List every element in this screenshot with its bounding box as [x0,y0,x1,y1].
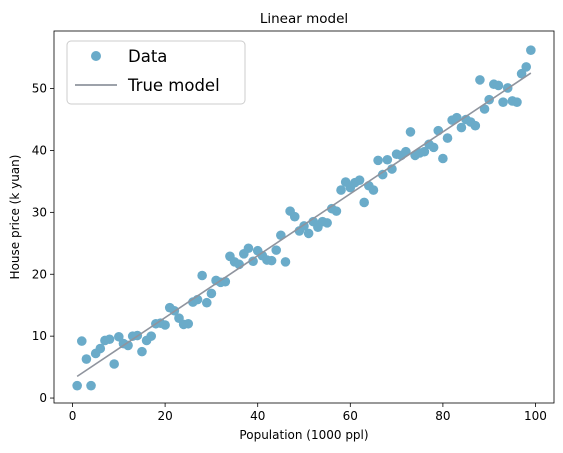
data-point [354,175,365,185]
data-point [521,62,532,72]
data-point [220,276,231,287]
data-point [405,127,416,137]
data-point [419,146,430,157]
legend-frame [66,40,246,105]
y-tick-label: 10 [32,329,47,343]
x-tick-label: 100 [524,409,547,423]
y-tick-label: 50 [32,82,47,96]
data-point [303,228,314,239]
data-point [201,297,212,308]
y-axis-label: House price (k yuan) [8,155,22,280]
data-point [95,343,106,354]
data-point [526,45,536,55]
data-point [76,336,87,346]
data-point [197,270,207,281]
x-tick-label: 20 [157,409,172,423]
data-point [280,257,291,267]
chart-title: Linear model [260,11,348,27]
x-tick-label: 80 [435,409,450,423]
axes-frame [53,30,555,404]
data-point [336,185,346,195]
data-point [475,75,485,85]
data-point [438,153,448,164]
data-point [456,122,467,133]
y-axis: 0 10 20 30 40 50 [32,82,54,405]
data-point [243,243,254,254]
model-line [76,72,532,378]
data-point [109,359,119,369]
x-axis-label: Population (1000 ppl) [239,428,368,442]
legend-label-model: True model [127,76,220,95]
data-point [206,288,217,299]
x-tick-label: 40 [250,409,265,423]
data-point [137,346,147,357]
data-point [104,334,115,345]
data-point [81,354,92,364]
y-tick-label: 0 [39,391,47,405]
y-tick-label: 30 [32,205,47,219]
data-point [377,169,388,180]
data-point [382,154,393,165]
data-point [512,97,522,107]
data-point [442,133,453,143]
data-point [516,68,527,79]
data-point [266,255,277,266]
data-point [433,125,444,136]
data-point [160,320,170,330]
data-point [493,80,504,91]
data-point [373,155,383,166]
data-point [72,380,82,391]
x-tick-label: 60 [343,409,358,423]
data-point [248,256,258,267]
data-point [322,218,332,228]
data-point [289,211,300,222]
data-point [470,120,481,131]
data-point [331,206,342,216]
legend-label-data: Data [128,47,167,66]
x-axis: 0 20 40 60 80 100 [69,403,547,423]
data-point [183,318,194,329]
plot-area [72,45,536,391]
data-point [428,142,439,153]
data-point [271,245,282,255]
data-point [146,331,157,341]
data-point [114,331,124,342]
data-point [498,97,508,107]
data-point [86,380,96,391]
x-tick-label: 0 [69,409,77,423]
legend: Data True model [66,40,246,105]
y-tick-label: 40 [32,143,47,157]
data-point [368,185,379,195]
data-point [359,197,369,208]
y-tick-label: 20 [32,267,47,281]
legend-marker-data [91,51,101,61]
